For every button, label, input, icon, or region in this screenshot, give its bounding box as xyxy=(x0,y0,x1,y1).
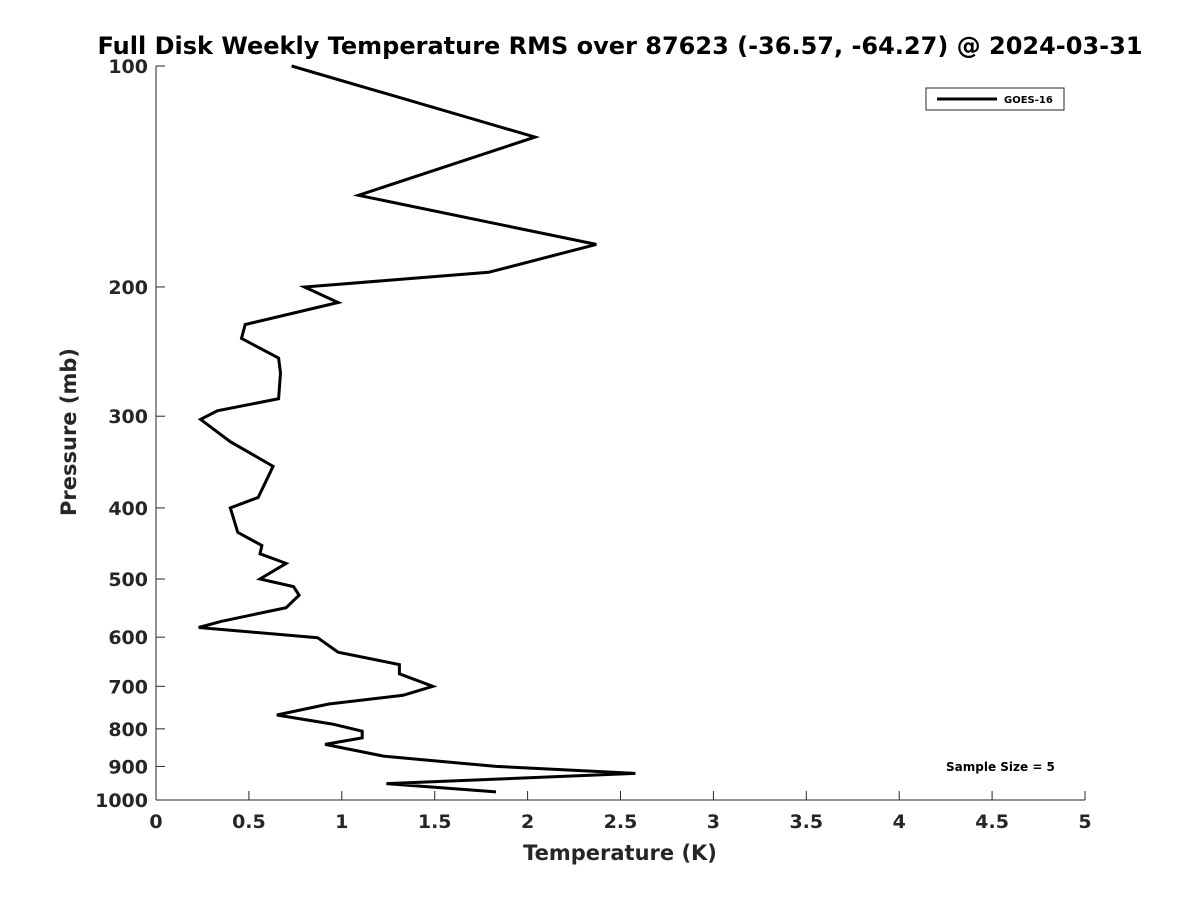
x-tick-label: 5 xyxy=(1078,811,1091,833)
plot-axes xyxy=(155,66,1085,801)
x-tick-label: 1 xyxy=(335,811,348,833)
y-tick-label: 200 xyxy=(108,277,148,299)
legend-entry-label: GOES-16 xyxy=(1004,95,1053,106)
y-tick-label: 900 xyxy=(108,756,148,778)
data-series xyxy=(197,64,636,794)
x-tick-label: 2 xyxy=(521,811,534,833)
x-axis-label: Temperature (K) xyxy=(523,841,717,865)
y-tick-label: 700 xyxy=(108,676,148,698)
x-tick-label: 3 xyxy=(707,811,720,833)
y-tick-label: 1000 xyxy=(95,790,148,812)
y-tick-label: 100 xyxy=(108,56,148,78)
x-tick-label: 0 xyxy=(149,811,162,833)
x-tick-label: 0.5 xyxy=(232,811,266,833)
sample-size-annotation: Sample Size = 5 xyxy=(946,760,1055,774)
y-tick-label: 300 xyxy=(108,406,148,428)
legend: GOES-16 xyxy=(925,87,1065,111)
axis-ticks: 0 0.5 1 1.5 2 2.5 3 3.5 4 4.5 5 100 200 300 400 500 600 7… xyxy=(95,56,1092,833)
y-tick-label: 500 xyxy=(108,569,148,591)
series-line-1 xyxy=(197,64,636,794)
x-tick-label: 3.5 xyxy=(789,811,823,833)
x-tick-label: 2.5 xyxy=(604,811,638,833)
x-tick-label: 1.5 xyxy=(418,811,452,833)
chart-title: Full Disk Weekly Temperature RMS over 87… xyxy=(97,32,1142,60)
y-tick-label: 400 xyxy=(108,498,148,520)
y-axis-label: Pressure (mb) xyxy=(57,348,81,516)
y-tick-label: 600 xyxy=(108,627,148,649)
y-tick-label: 800 xyxy=(108,719,148,741)
x-tick-label: 4.5 xyxy=(975,811,1009,833)
x-tick-label: 4 xyxy=(893,811,906,833)
